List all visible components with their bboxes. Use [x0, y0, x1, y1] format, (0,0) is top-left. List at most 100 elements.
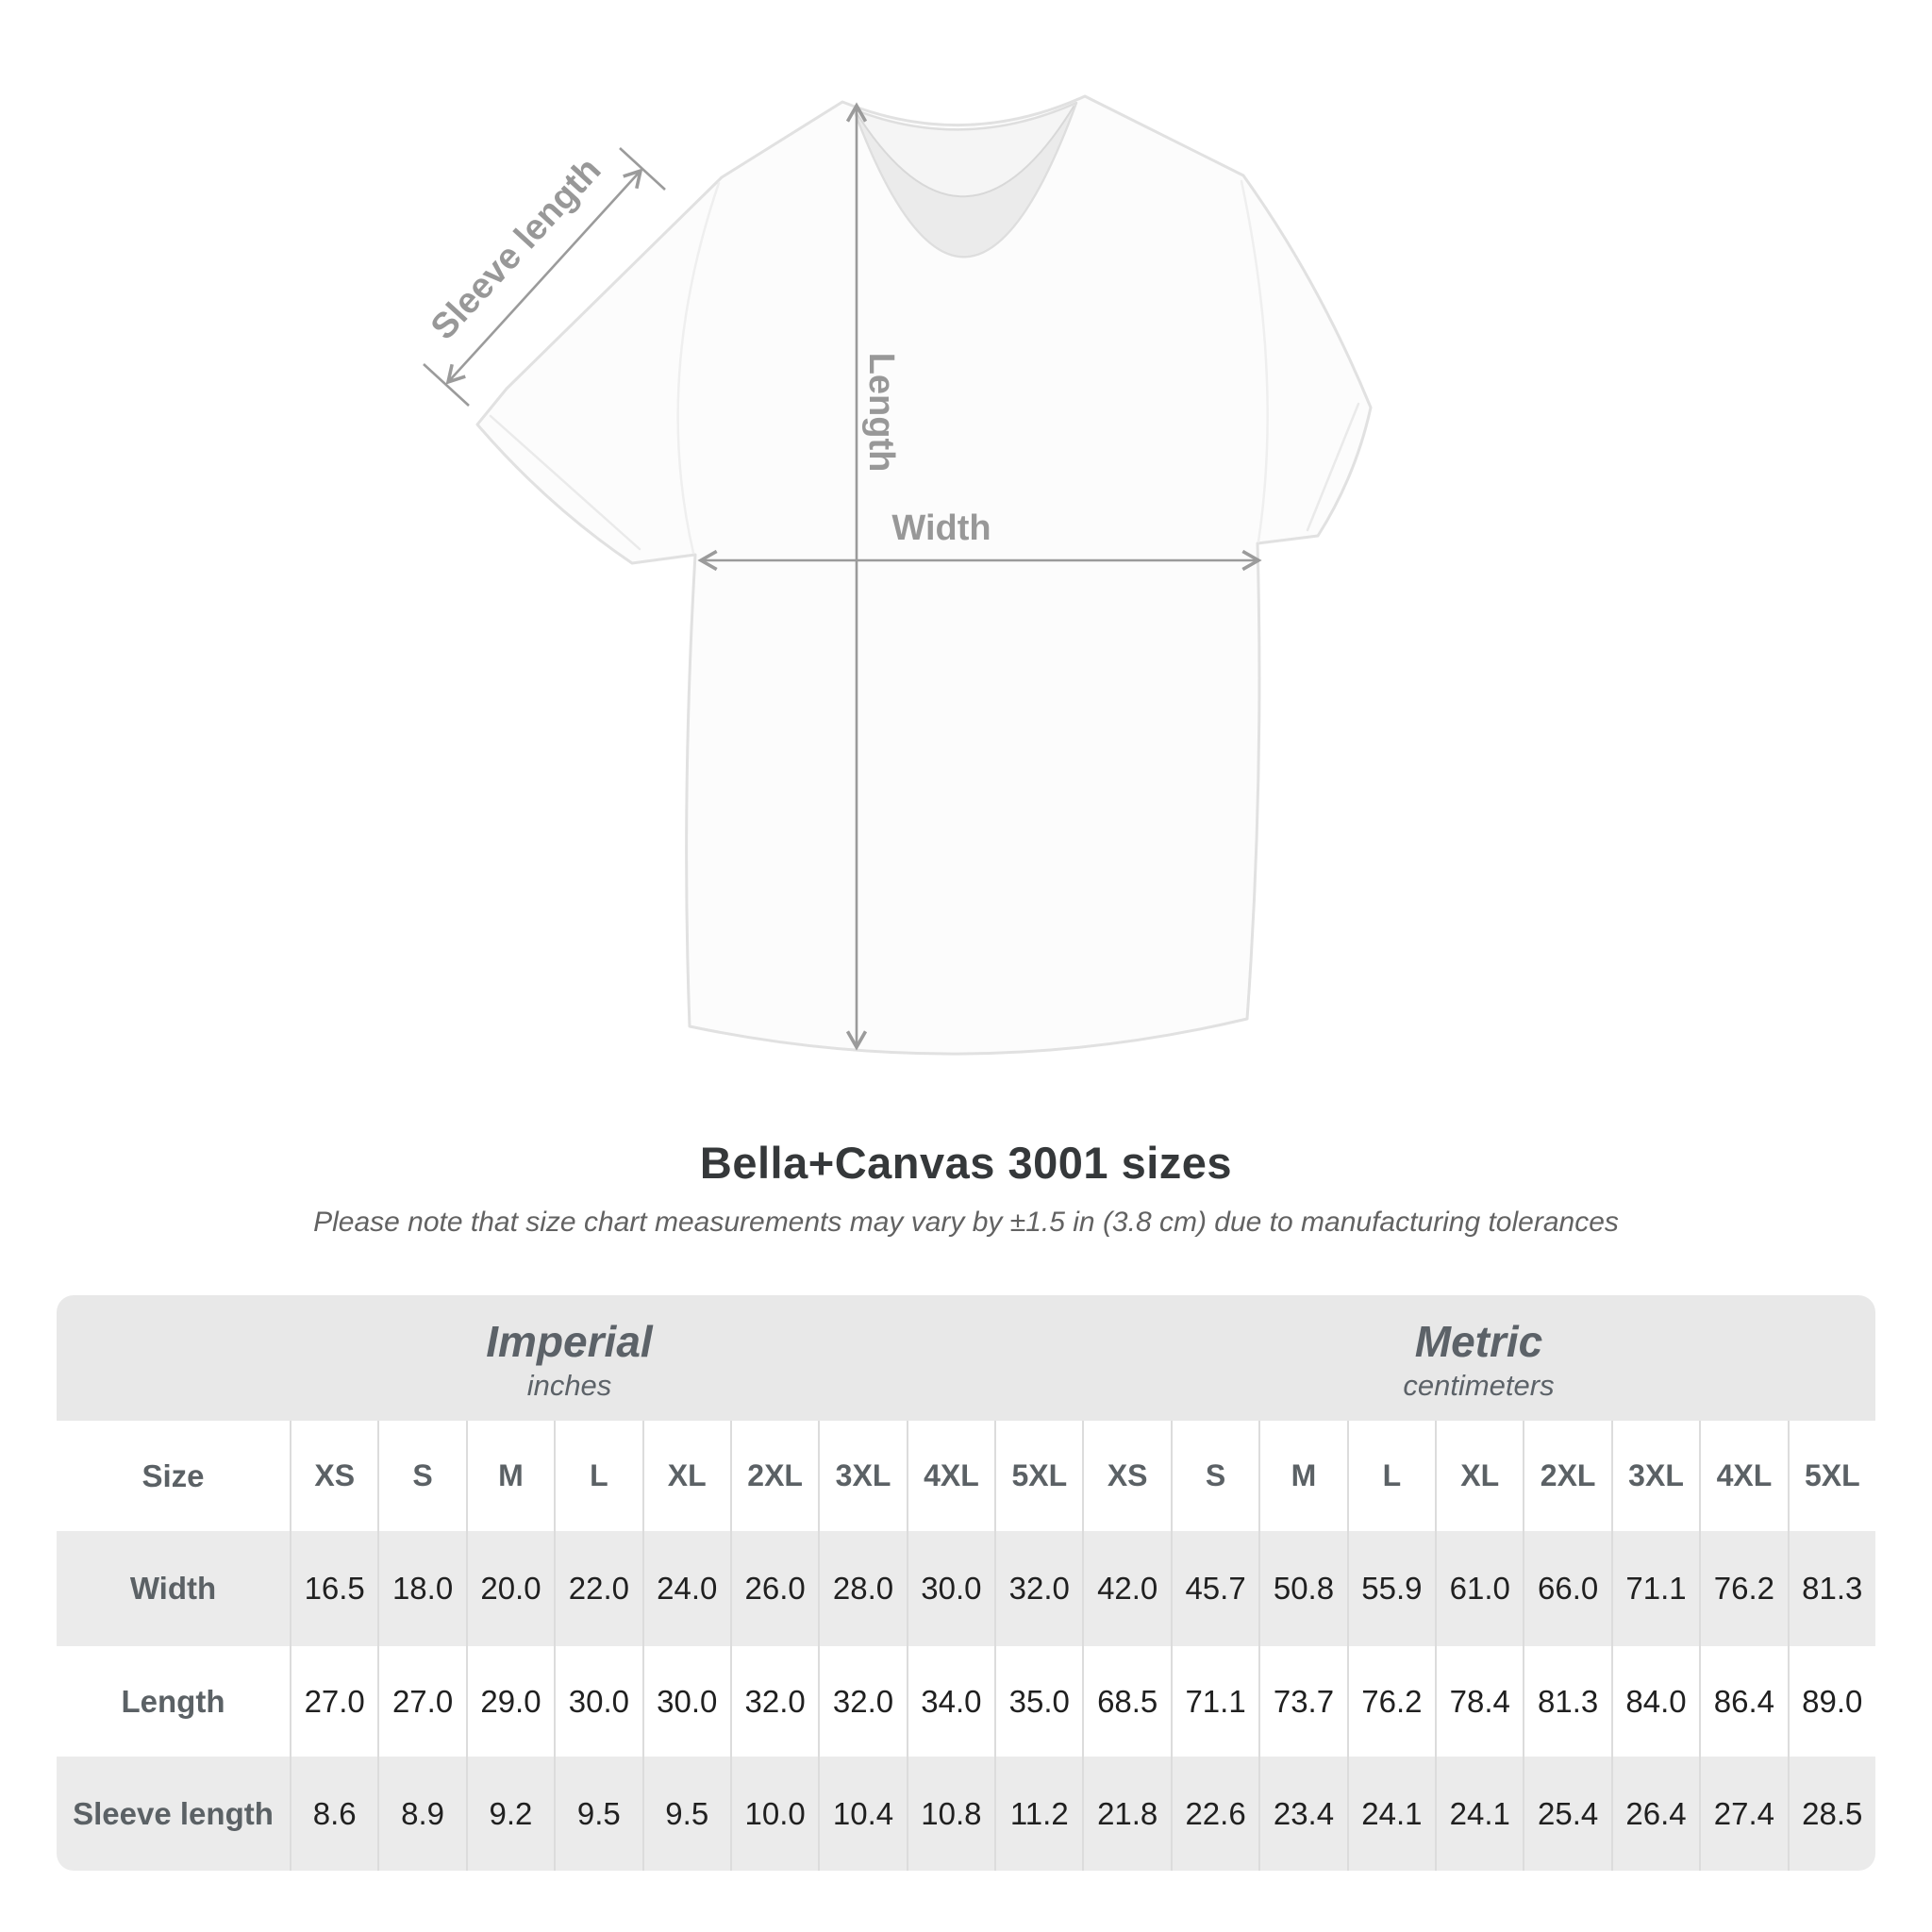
- width-value-cell: 76.2: [1699, 1531, 1787, 1646]
- unit-header-band: Imperial inches Metric centimeters: [57, 1295, 1875, 1421]
- sleeve-length-value-cell: 22.6: [1170, 1757, 1258, 1871]
- width-row-label: Width: [129, 1571, 217, 1606]
- length-value-cell: 71.1: [1170, 1646, 1258, 1757]
- width-value-cell: 18.0: [377, 1531, 465, 1646]
- width-value-cell: 26.0: [729, 1531, 818, 1646]
- width-value-cell: 28.0: [818, 1531, 906, 1646]
- length-value-cell: 32.0: [729, 1646, 818, 1757]
- length-value-cell: 30.0: [554, 1646, 641, 1757]
- tshirt-left-cuff-seam: [489, 414, 641, 551]
- length-value-cell: 78.4: [1435, 1646, 1523, 1757]
- sleeve-length-value-cell: 24.1: [1346, 1757, 1435, 1871]
- width-value-cell: 24.0: [641, 1531, 730, 1646]
- tshirt-right-armhole-seam: [1240, 179, 1269, 543]
- width-value-cell: 42.0: [1082, 1531, 1170, 1646]
- length-value-cell: 73.7: [1258, 1646, 1346, 1757]
- size-header-cell: 2XL: [1523, 1421, 1610, 1531]
- sleeve-length-value-cell: 10.4: [818, 1757, 906, 1871]
- tshirt-right-cuff-seam: [1306, 402, 1360, 532]
- sleeve-length-value-cell: 26.4: [1610, 1757, 1699, 1871]
- sleeve-length-value-cell: 11.2: [994, 1757, 1082, 1871]
- tshirt-left-armhole-seam: [676, 181, 721, 555]
- metric-unit-label: centimeters: [1403, 1368, 1555, 1402]
- sleeve-length-arrow: [445, 168, 643, 385]
- metric-label: Metric: [1414, 1316, 1543, 1366]
- width-value-cell: 50.8: [1258, 1531, 1346, 1646]
- width-label: Width: [891, 508, 991, 548]
- length-value-cell: 32.0: [818, 1646, 906, 1757]
- tshirt-body: [475, 94, 1373, 1056]
- sleeve-length-value-cell: 25.4: [1523, 1757, 1610, 1871]
- width-row: Width 16.5 18.0 20.0 22.0 24.0 26.0 28.0 30.0 32…: [57, 1531, 1875, 1646]
- size-header-cell: M: [1258, 1421, 1346, 1531]
- page-title: Bella+Canvas 3001 sizes: [699, 1138, 1233, 1188]
- sleeve-length-row-label: Sleeve length: [73, 1795, 274, 1831]
- page-subtitle: Please note that size chart measurements…: [313, 1207, 1619, 1238]
- sleeve-length-row: Sleeve length 8.6 8.9 9.2 9.5 9.5 10.0 10.4 10.…: [57, 1757, 1875, 1871]
- length-row: Length 27.0 27.0 29.0 30.0 30.0 32.0 32.0 34.0 3…: [57, 1646, 1875, 1757]
- length-label: Length: [861, 353, 901, 473]
- sleeve-length-start-tick: [619, 147, 666, 191]
- width-value-cell: 22.0: [554, 1531, 641, 1646]
- imperial-unit-label: inches: [526, 1368, 612, 1402]
- size-header-cell: 3XL: [818, 1421, 906, 1531]
- sleeve-length-value-cell: 9.2: [465, 1757, 554, 1871]
- tshirt-collar-seam: [856, 106, 1074, 198]
- sleeve-length-value-cell: 8.6: [290, 1757, 377, 1871]
- sleeve-length-value-cell: 21.8: [1082, 1757, 1170, 1871]
- length-value-cell: 86.4: [1699, 1646, 1787, 1757]
- imperial-unit-header: Imperial inches: [57, 1295, 1082, 1421]
- length-value-cell: 84.0: [1610, 1646, 1699, 1757]
- width-value-cell: 66.0: [1523, 1531, 1610, 1646]
- length-value-cell: 30.0: [641, 1646, 730, 1757]
- width-value-cell: 55.9: [1346, 1531, 1435, 1646]
- size-header-cell: 4XL: [906, 1421, 994, 1531]
- sleeve-length-value-cell: 28.5: [1787, 1757, 1875, 1871]
- width-value-cell: 32.0: [994, 1531, 1082, 1646]
- width-value-cell: 16.5: [290, 1531, 377, 1646]
- size-header-cell: XL: [641, 1421, 730, 1531]
- length-value-cell: 34.0: [906, 1646, 994, 1757]
- width-value-cell: 71.1: [1610, 1531, 1699, 1646]
- sleeve-length-value-cell: 8.9: [377, 1757, 465, 1871]
- size-header-cell: 4XL: [1699, 1421, 1787, 1531]
- size-header-cell: XS: [1082, 1421, 1170, 1531]
- length-value-cell: 27.0: [290, 1646, 377, 1757]
- length-value-cell: 76.2: [1346, 1646, 1435, 1757]
- length-value-cell: 29.0: [465, 1646, 554, 1757]
- size-header-cell: L: [1346, 1421, 1435, 1531]
- tshirt-collar-opening: [857, 107, 1074, 256]
- size-header-cell: 3XL: [1610, 1421, 1699, 1531]
- size-header-cell: S: [377, 1421, 465, 1531]
- sleeve-length-value-cell: 9.5: [554, 1757, 641, 1871]
- length-row-label: Length: [121, 1683, 225, 1719]
- length-value-cell: 68.5: [1082, 1646, 1170, 1757]
- length-value-cell: 27.0: [377, 1646, 465, 1757]
- sleeve-length-end-tick: [423, 363, 470, 407]
- length-value-cell: 35.0: [994, 1646, 1082, 1757]
- sleeve-length-value-cell: 24.1: [1435, 1757, 1523, 1871]
- width-value-cell: 61.0: [1435, 1531, 1523, 1646]
- sleeve-length-value-cell: 23.4: [1258, 1757, 1346, 1871]
- tshirt-measurement-diagram: Sleeve length Length Width: [423, 94, 1373, 1056]
- length-value-cell: 89.0: [1787, 1646, 1875, 1757]
- size-header-cell: XS: [290, 1421, 377, 1531]
- size-table: Imperial inches Metric centimeters Size …: [57, 1295, 1875, 1871]
- size-column-header: Size: [142, 1457, 205, 1493]
- sleeve-length-value-cell: 9.5: [641, 1757, 730, 1871]
- length-value-cell: 81.3: [1523, 1646, 1610, 1757]
- size-header-row: Size XS S M L XL 2XL 3XL 4XL 5XL XS S M L XL 2XL 3XL 4X…: [57, 1421, 1875, 1531]
- size-header-cell: 5XL: [994, 1421, 1082, 1531]
- imperial-label: Imperial: [486, 1316, 653, 1366]
- tshirt-illustration: [475, 94, 1373, 1056]
- metric-unit-header: Metric centimeters: [1082, 1295, 1875, 1421]
- width-value-cell: 81.3: [1787, 1531, 1875, 1646]
- width-value-cell: 30.0: [906, 1531, 994, 1646]
- sleeve-length-value-cell: 10.0: [729, 1757, 818, 1871]
- size-header-cell: 5XL: [1787, 1421, 1875, 1531]
- size-header-cell: S: [1170, 1421, 1258, 1531]
- sleeve-length-value-cell: 27.4: [1699, 1757, 1787, 1871]
- size-header-cell: M: [465, 1421, 554, 1531]
- size-header-cell: 2XL: [729, 1421, 818, 1531]
